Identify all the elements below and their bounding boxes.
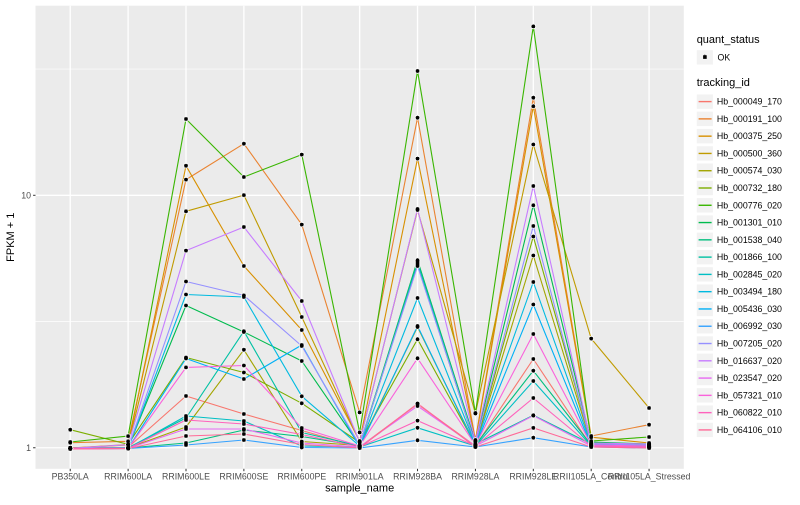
svg-text:Hb_006992_030: Hb_006992_030 bbox=[717, 321, 782, 331]
svg-text:Hb_007205_020: Hb_007205_020 bbox=[717, 339, 782, 349]
svg-text:RRIM928LE: RRIM928LE bbox=[509, 472, 557, 482]
svg-text:FPKM + 1: FPKM + 1 bbox=[5, 213, 17, 262]
svg-text:Hb_064106_010: Hb_064106_010 bbox=[717, 425, 782, 435]
svg-text:RRIM600SE: RRIM600SE bbox=[219, 472, 268, 482]
svg-text:RRIM600PE: RRIM600PE bbox=[277, 472, 326, 482]
svg-text:tracking_id: tracking_id bbox=[697, 77, 750, 89]
svg-text:Hb_003494_180: Hb_003494_180 bbox=[717, 287, 782, 297]
svg-text:PB350LA: PB350LA bbox=[52, 472, 89, 482]
svg-text:quant_status: quant_status bbox=[697, 34, 760, 46]
svg-text:RRII105LA_Stressed: RRII105LA_Stressed bbox=[608, 472, 691, 482]
svg-text:Hb_023547_020: Hb_023547_020 bbox=[717, 373, 782, 383]
svg-text:RRII105LA_Control: RRII105LA_Control bbox=[553, 472, 629, 482]
svg-text:Hb_016637_020: Hb_016637_020 bbox=[717, 356, 782, 366]
svg-text:Hb_002845_020: Hb_002845_020 bbox=[717, 269, 782, 279]
svg-text:Hb_057321_010: Hb_057321_010 bbox=[717, 390, 782, 400]
svg-text:RRIM901LA: RRIM901LA bbox=[336, 472, 384, 482]
svg-text:Hb_000732_180: Hb_000732_180 bbox=[717, 183, 782, 193]
svg-text:RRIM928LA: RRIM928LA bbox=[451, 472, 499, 482]
svg-text:RRIM600LE: RRIM600LE bbox=[162, 472, 210, 482]
svg-text:Hb_001866_100: Hb_001866_100 bbox=[717, 252, 782, 262]
svg-text:OK: OK bbox=[718, 52, 731, 62]
svg-text:sample_name: sample_name bbox=[325, 483, 394, 495]
svg-text:Hb_001538_040: Hb_001538_040 bbox=[717, 235, 782, 245]
svg-text:10: 10 bbox=[21, 190, 31, 200]
svg-text:1: 1 bbox=[26, 443, 31, 453]
svg-text:Hb_000375_250: Hb_000375_250 bbox=[717, 131, 782, 141]
svg-text:Hb_000049_170: Hb_000049_170 bbox=[717, 97, 782, 107]
svg-text:Hb_000500_360: Hb_000500_360 bbox=[717, 148, 782, 158]
svg-text:RRIM928BA: RRIM928BA bbox=[393, 472, 442, 482]
svg-text:Hb_000574_030: Hb_000574_030 bbox=[717, 166, 782, 176]
svg-text:Hb_000191_100: Hb_000191_100 bbox=[717, 114, 782, 124]
svg-text:Hb_001301_010: Hb_001301_010 bbox=[717, 218, 782, 228]
svg-text:Hb_060822_010: Hb_060822_010 bbox=[717, 408, 782, 418]
svg-text:Hb_000776_020: Hb_000776_020 bbox=[717, 200, 782, 210]
svg-text:Hb_005436_030: Hb_005436_030 bbox=[717, 304, 782, 314]
svg-text:RRIM600LA: RRIM600LA bbox=[104, 472, 152, 482]
